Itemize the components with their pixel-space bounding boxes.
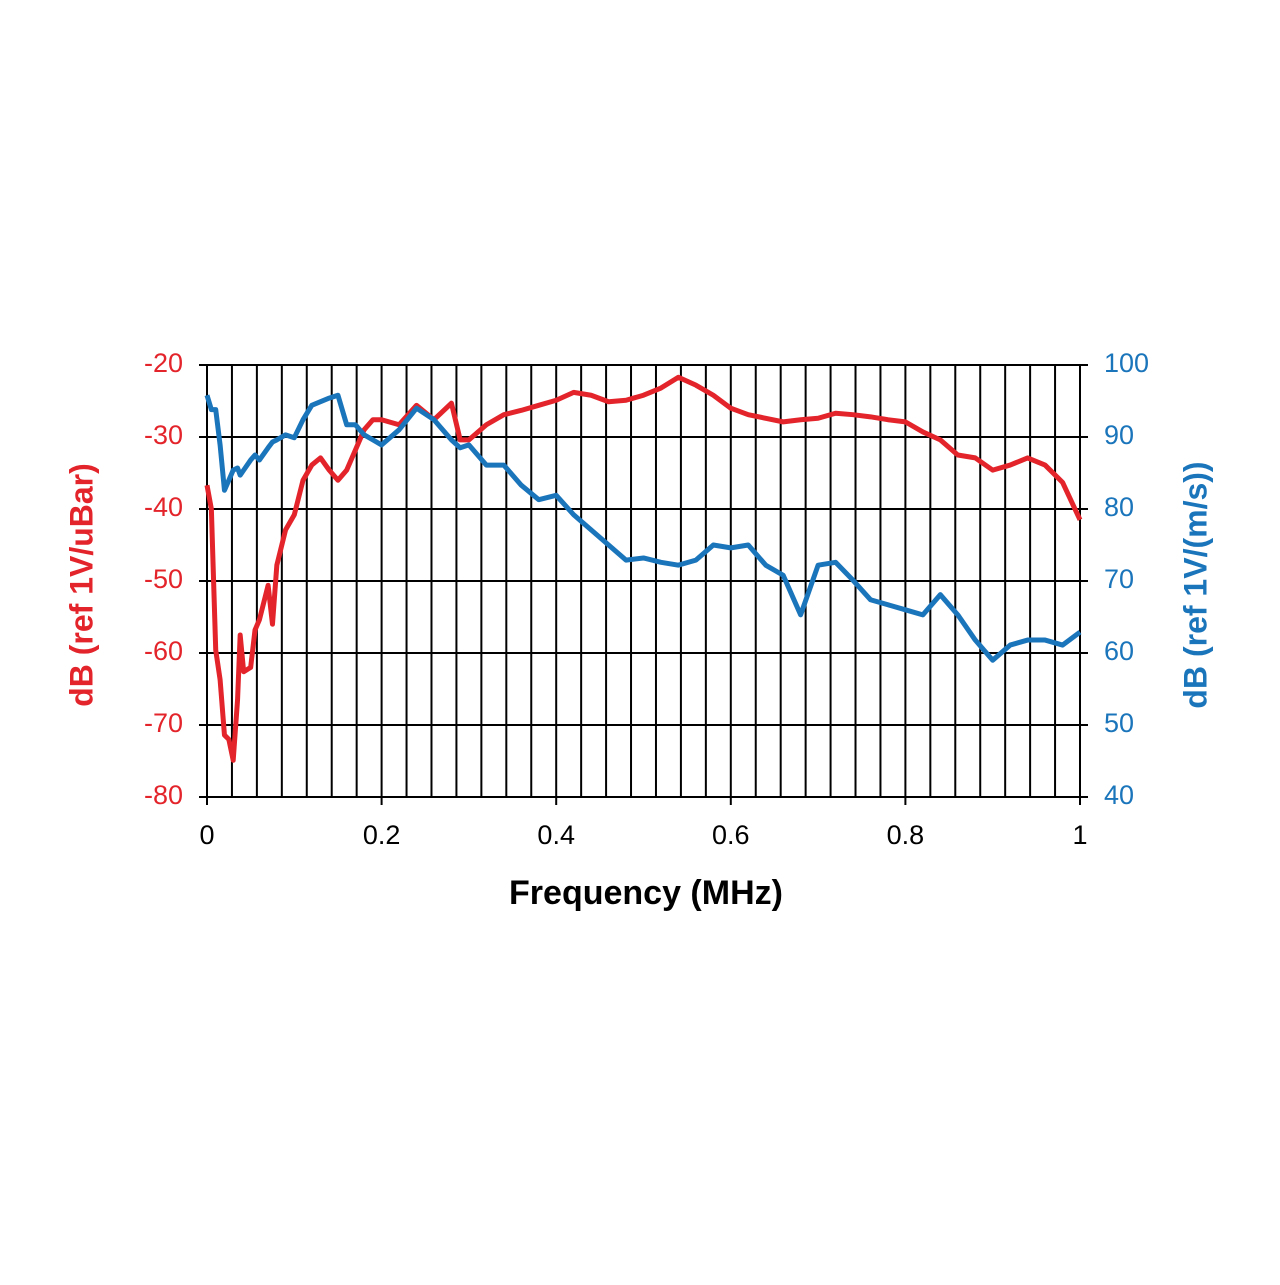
y-axis-label: dB (ref 1V/uBar)	[63, 463, 99, 707]
y2-tick-label: 70	[1104, 564, 1134, 594]
y-tick-label: -20	[144, 348, 183, 378]
x-tick-label: 0.4	[537, 820, 575, 850]
x-tick-label: 0	[199, 820, 214, 850]
y-tick-label: -60	[144, 636, 183, 666]
y-tick-label: -30	[144, 420, 183, 450]
y2-axis-label: dB (ref 1V/(m/s))	[1177, 461, 1213, 708]
y-tick-label: -50	[144, 564, 183, 594]
y-tick-label: -70	[144, 708, 183, 738]
y2-tick-label: 40	[1104, 780, 1134, 810]
x-tick-label: 0.8	[887, 820, 925, 850]
plot-frame	[206, 364, 1081, 798]
x-tick-label: 1	[1072, 820, 1087, 850]
y-tick-label: -80	[144, 780, 183, 810]
y2-tick-label: 60	[1104, 636, 1134, 666]
y2-tick-label: 100	[1104, 348, 1149, 378]
x-axis-label: Frequency (MHz)	[509, 874, 783, 912]
data-line	[204, 392, 1082, 663]
y2-tick-label: 50	[1104, 708, 1134, 738]
y-tick-label: -40	[144, 492, 183, 522]
data-line	[204, 374, 1083, 763]
x-tick-label: 0.6	[712, 820, 750, 850]
x-tick-label: 0.2	[363, 820, 401, 850]
y2-tick-label: 80	[1104, 492, 1134, 522]
y2-tick-label: 90	[1104, 420, 1134, 450]
